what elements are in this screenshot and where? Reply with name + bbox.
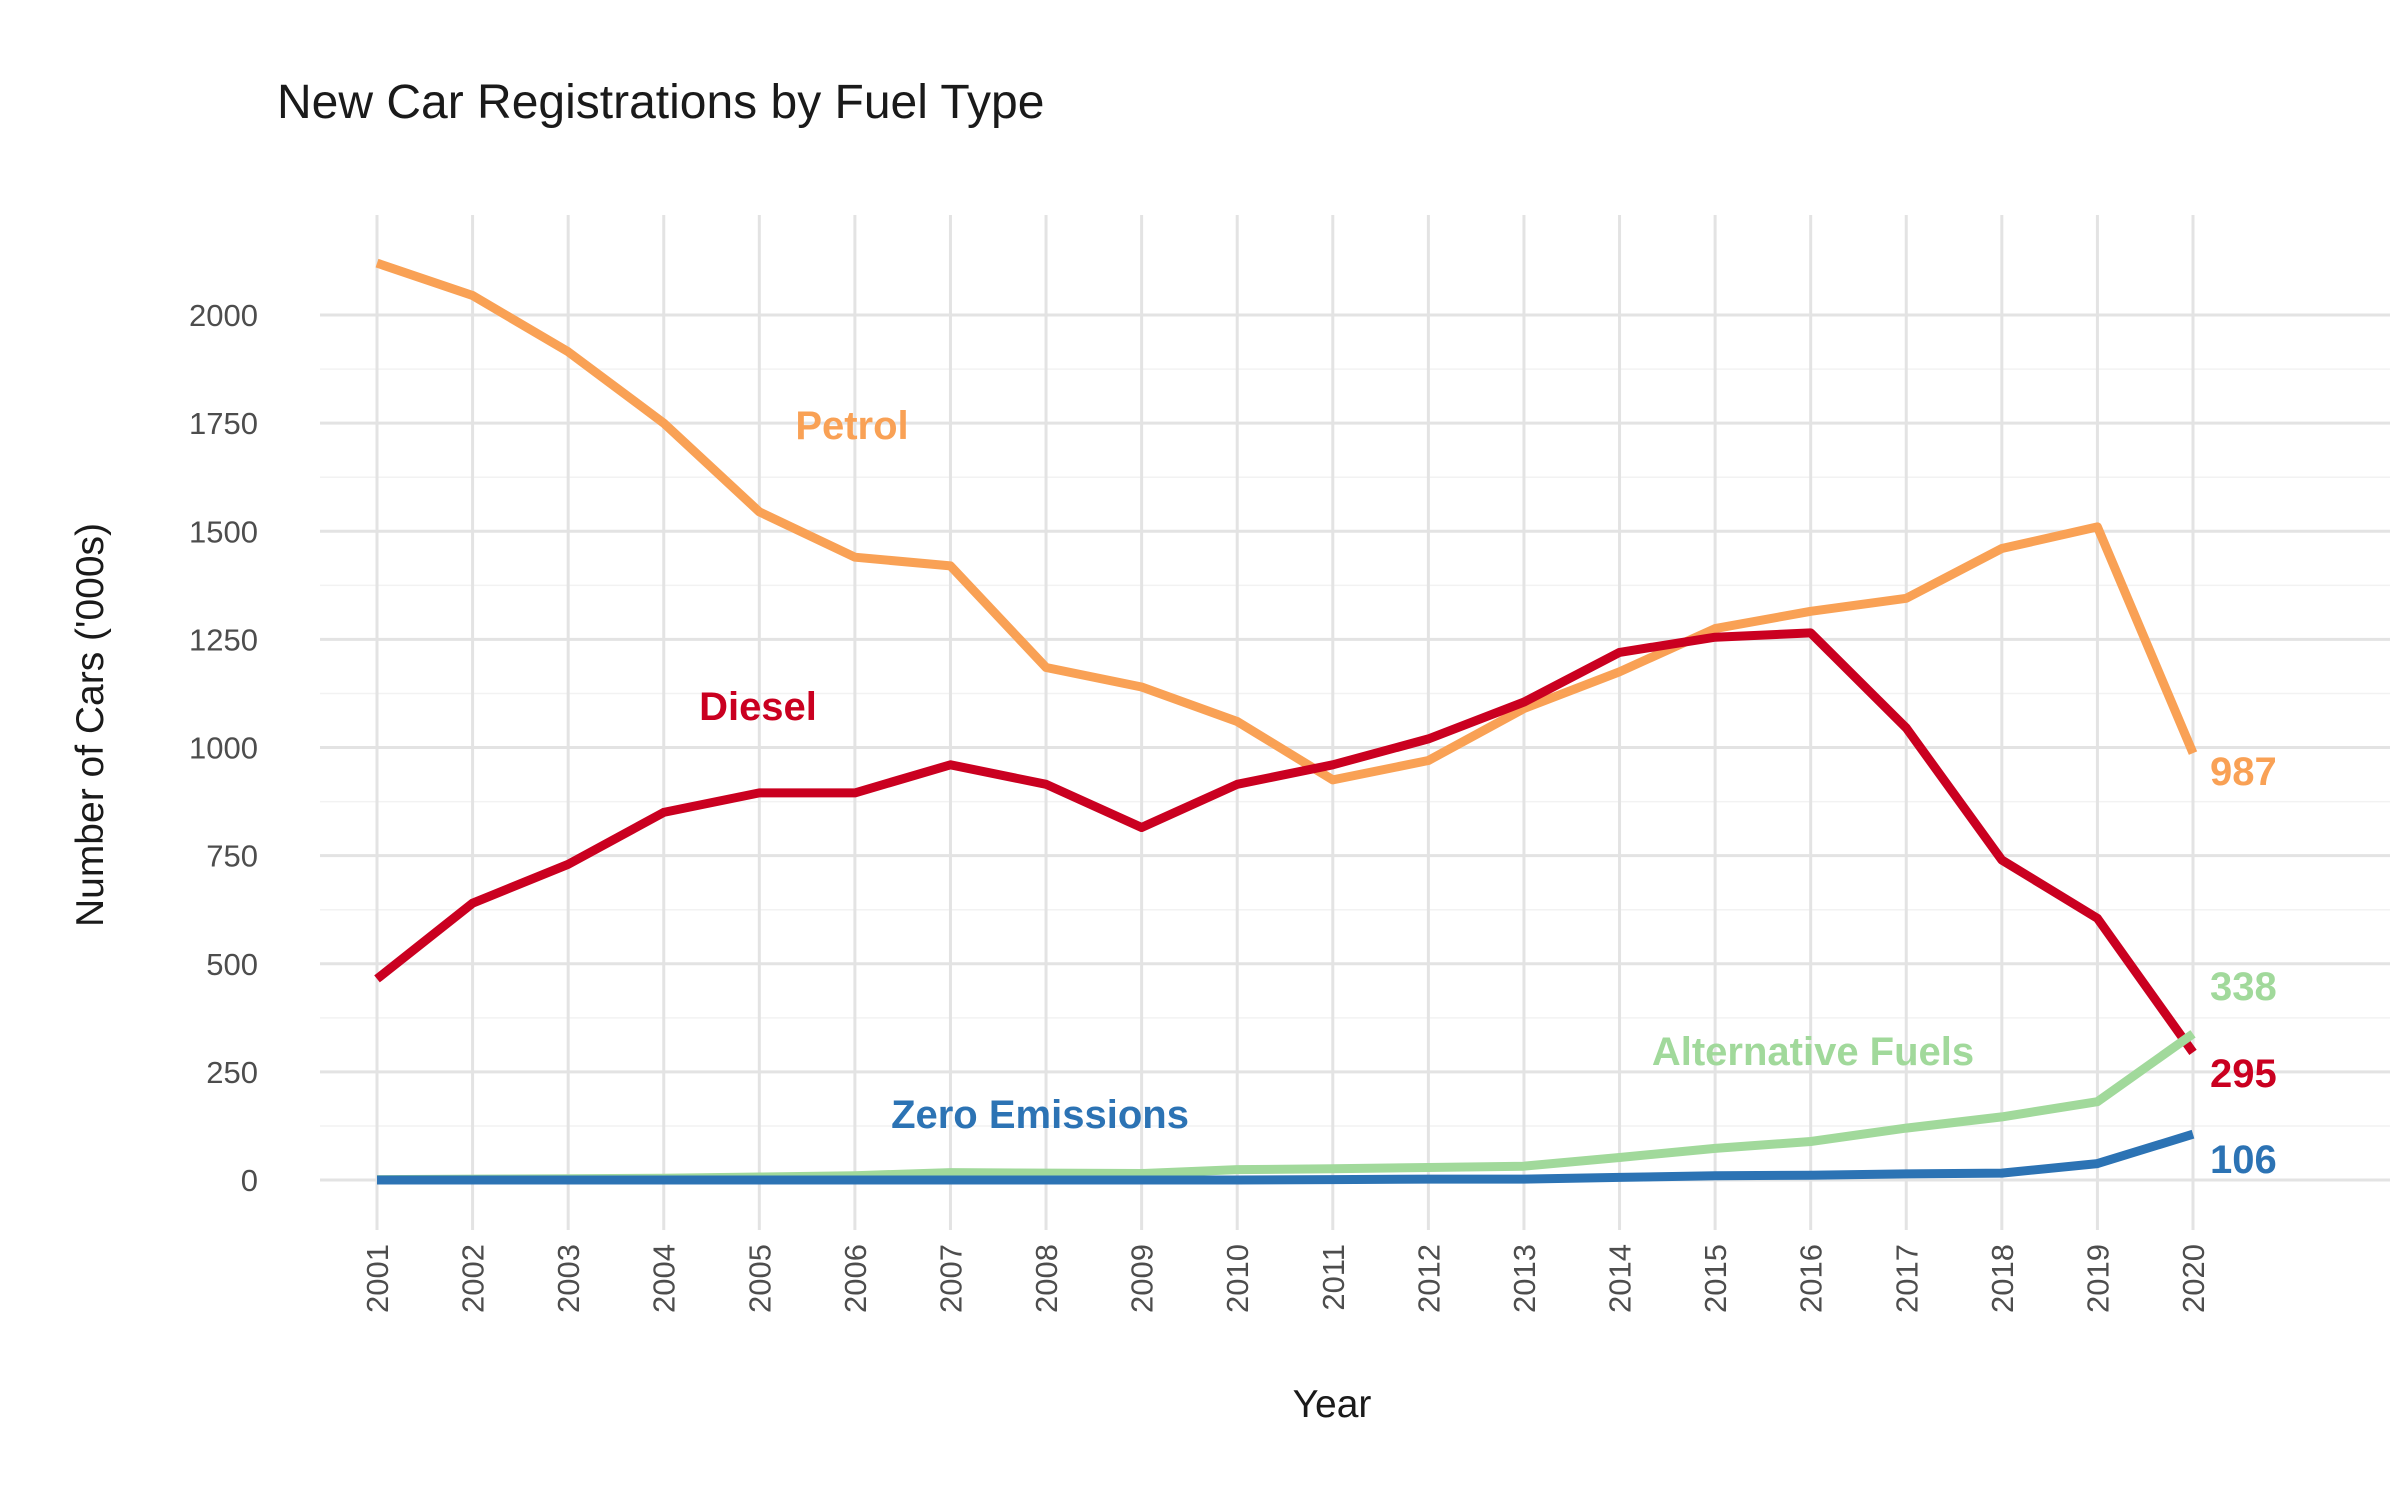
series-labels: Petrol 987 Diesel 295 Alternative Fuels 338 Ze… [699, 404, 2277, 1182]
y-tick-label: 0 [241, 1163, 258, 1198]
x-tick-label: 2011 [1316, 1244, 1351, 1311]
x-tick-label: 2007 [933, 1244, 968, 1313]
x-tick-label: 2020 [2176, 1244, 2211, 1313]
y-tick-label: 750 [206, 839, 258, 874]
x-tick-label: 2005 [742, 1244, 777, 1313]
x-tick-label: 2014 [1603, 1244, 1638, 1313]
series-name-label-alternative-fuels: Alternative Fuels [1652, 1030, 1974, 1074]
series-line-petrol [375, 258, 2198, 785]
y-axis-title: Number of Cars ('000s) [69, 523, 112, 927]
series-name-label-diesel: Diesel [699, 685, 817, 729]
x-tick-label: 2003 [551, 1244, 586, 1313]
series-end-value-petrol: 987 [2210, 750, 2277, 794]
y-tick-label: 2000 [189, 298, 258, 333]
x-tick-label: 2001 [360, 1244, 395, 1313]
y-axis-ticks: 0 250 500 750 1000 1250 1500 1750 2000 [189, 298, 258, 1198]
x-tick-label: 2017 [1889, 1244, 1924, 1313]
x-tick-label: 2004 [647, 1244, 682, 1313]
x-tick-label: 2018 [1985, 1244, 2020, 1313]
x-tick-label: 2002 [456, 1244, 491, 1313]
y-tick-label: 1250 [189, 622, 258, 657]
y-tick-label: 1750 [189, 406, 258, 441]
series-end-value-zero-emissions: 106 [2210, 1138, 2277, 1182]
x-tick-label: 2016 [1794, 1244, 1829, 1313]
x-axis-ticks: 2001 2002 2003 2004 2005 2006 2007 2008 2009 2010… [360, 1244, 2211, 1313]
x-axis-title: Year [1293, 1383, 1372, 1426]
x-tick-label: 2019 [2080, 1244, 2115, 1313]
y-tick-label: 1500 [189, 514, 258, 549]
series-line-diesel [374, 628, 2197, 1056]
chart-title: New Car Registrations by Fuel Type [277, 76, 1044, 129]
x-tick-label: 2008 [1029, 1244, 1064, 1313]
series-end-value-diesel: 295 [2210, 1052, 2277, 1096]
x-tick-label: 2006 [838, 1244, 873, 1313]
x-tick-label: 2012 [1411, 1244, 1446, 1313]
x-tick-label: 2010 [1220, 1244, 1255, 1313]
x-tick-label: 2009 [1125, 1244, 1160, 1313]
x-tick-label: 2015 [1698, 1244, 1733, 1313]
y-tick-label: 1000 [189, 731, 258, 766]
series-line-zero-emissions [377, 1129, 2195, 1185]
series-end-value-alternative-fuels: 338 [2210, 965, 2277, 1009]
y-tick-label: 250 [206, 1055, 258, 1090]
series-lines [374, 258, 2198, 1185]
x-tick-label: 2013 [1507, 1244, 1542, 1313]
gridlines [320, 215, 2390, 1230]
series-name-label-petrol: Petrol [795, 404, 908, 448]
series-name-label-zero-emissions: Zero Emissions [891, 1093, 1189, 1137]
y-tick-label: 500 [206, 947, 258, 982]
